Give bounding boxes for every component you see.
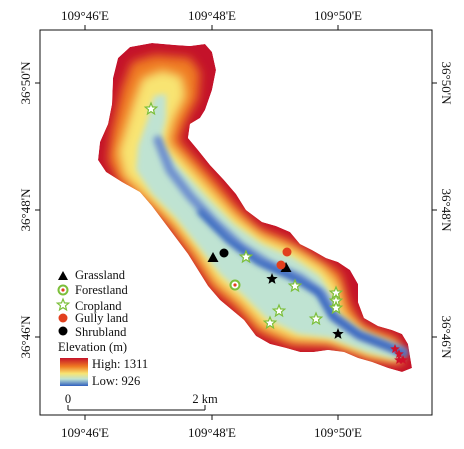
- gully-land-marker: [276, 260, 286, 270]
- cropland-marker: [328, 300, 344, 315]
- scale-start-label: 0: [65, 392, 71, 406]
- elevation-color-ramp: [60, 358, 88, 386]
- cropland-marker: [238, 249, 254, 264]
- cropland-marker: [271, 303, 287, 318]
- top-tick-label: 109°48'E: [188, 8, 236, 23]
- black-star-marker: [332, 328, 344, 339]
- legend-label-gully-land: Gully land: [75, 311, 129, 325]
- grassland-marker: [280, 262, 292, 272]
- gully-land-marker: [282, 247, 292, 257]
- cropland-marker: [287, 278, 303, 293]
- graticule-ticks: [35, 25, 437, 420]
- scale-bar: 0 2 km: [65, 392, 218, 411]
- bottom-tick-label: 109°46'E: [61, 425, 109, 440]
- legend-label-shrubland: Shrubland: [75, 325, 127, 339]
- star-icon: [55, 297, 71, 312]
- red-star-marker: [398, 355, 408, 364]
- red-star-marker: [394, 355, 404, 364]
- right-tick-label: 36°48'N: [439, 189, 454, 233]
- red-star-marker: [390, 344, 400, 353]
- legend-label-grassland: Grassland: [75, 268, 126, 282]
- bottom-tick-label: 109°50'E: [314, 425, 362, 440]
- elevation-low-label: Low: 926: [92, 374, 140, 388]
- cropland-marker: [308, 311, 324, 326]
- bottom-tick-label: 109°48'E: [188, 425, 236, 440]
- left-tick-label: 36°46'N: [18, 315, 33, 359]
- cropland-marker: [262, 315, 278, 330]
- forestland-marker-center: [233, 283, 237, 287]
- right-tick-label: 36°50'N: [439, 62, 454, 106]
- elevation-title: Elevation (m): [58, 340, 127, 354]
- grassland-marker: [207, 252, 219, 262]
- center-dot-icon: [61, 288, 65, 292]
- cropland-marker: [143, 101, 159, 116]
- top-tick-label: 109°46'E: [61, 8, 109, 23]
- legend: Grassland Forestland Cropland Gully land…: [55, 268, 148, 388]
- black-star-marker: [266, 273, 278, 284]
- legend-label-forestland: Forestland: [75, 283, 129, 297]
- shrubland-marker: [219, 248, 229, 258]
- red-star-marker: [394, 349, 404, 358]
- red-circle-icon: [58, 313, 68, 323]
- scale-end-label: 2 km: [192, 392, 218, 406]
- right-tick-label: 36°46'N: [439, 316, 454, 360]
- left-tick-label: 36°50'N: [18, 61, 33, 105]
- sample-sites: [143, 101, 408, 364]
- top-tick-label: 109°50'E: [314, 8, 362, 23]
- left-tick-label: 36°48'N: [18, 188, 33, 232]
- legend-label-cropland: Cropland: [75, 299, 122, 313]
- black-circle-icon: [58, 326, 68, 336]
- triangle-icon: [58, 271, 68, 280]
- elevation-high-label: High: 1311: [92, 357, 148, 371]
